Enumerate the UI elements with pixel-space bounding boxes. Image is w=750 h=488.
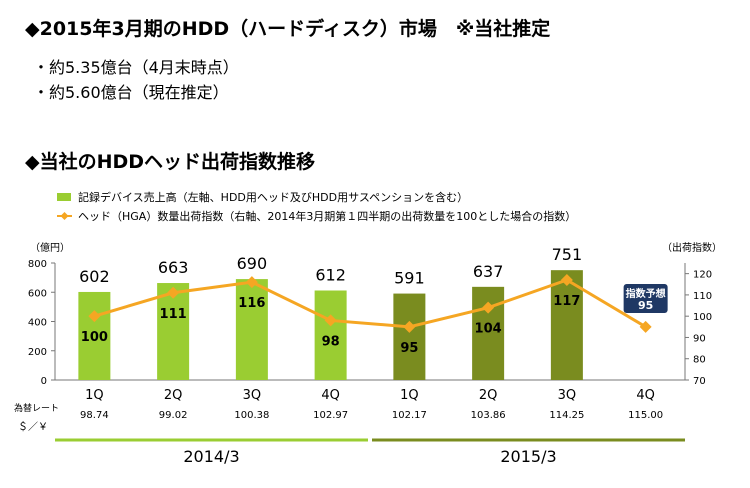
y2-tick-label: 110	[693, 291, 712, 302]
x-tick-label: 2Q	[164, 388, 183, 403]
bullet-item-2: ・約5.60億台（現在推定）	[33, 83, 229, 102]
y2-tick-label: 90	[693, 333, 706, 344]
index-value-label: 98	[322, 334, 340, 349]
y-tick-label: 200	[28, 347, 47, 358]
bar-value-label: 602	[79, 267, 110, 286]
x-tick-label: 3Q	[243, 388, 262, 403]
bullet-item-1: ・約5.35億台（4月末時点）	[33, 58, 239, 77]
index-marker	[88, 310, 101, 323]
fx-label-line1: 為替レート	[14, 402, 59, 414]
fx-value: 102.97	[313, 410, 348, 421]
forecast-callout-label: 指数予想	[626, 287, 666, 300]
y2-tick-label: 120	[693, 270, 712, 281]
index-marker	[403, 320, 416, 333]
index-value-label: 104	[475, 322, 502, 337]
index-marker	[245, 276, 258, 289]
forecast-callout-value: 95	[638, 299, 653, 312]
y-tick-label: 400	[28, 318, 47, 329]
bar	[314, 290, 347, 380]
x-tick-label: 2Q	[479, 388, 498, 403]
bar	[157, 283, 190, 380]
index-line	[93, 278, 647, 329]
period-label: 2015/3	[500, 447, 556, 466]
fx-value: 98.74	[80, 410, 109, 421]
index-value-label: 95	[400, 341, 418, 356]
y-tick-label: 800	[28, 259, 47, 270]
bar-value-label: 663	[158, 258, 189, 277]
legend-bar-label: 記録デバイス売上高（左軸、HDD用ヘッド及びHDD用サスペンションを含む）	[78, 190, 468, 204]
fx-label-line2: ＄／￥	[18, 421, 48, 433]
y-tick-label: 600	[28, 288, 47, 299]
legend-line-label: ヘッド（HGA）数量出荷指数（右軸、2014年3月期第１四半期の出荷数量を100…	[78, 209, 576, 223]
index-value-label: 116	[238, 296, 265, 311]
y-axis-label: （億円）	[30, 241, 70, 254]
bar	[550, 270, 583, 380]
index-marker	[560, 274, 573, 287]
y2-tick-label: 100	[693, 312, 712, 323]
y2-tick-label: 70	[693, 376, 706, 387]
index-marker	[324, 314, 337, 327]
page-title: ◆2015年3月期のHDD（ハードディスク）市場 ※当社推定	[25, 18, 551, 40]
fx-value: 99.02	[159, 410, 188, 421]
index-marker	[639, 320, 652, 333]
index-value-label: 117	[553, 294, 580, 309]
y2-tick-label: 80	[693, 355, 706, 366]
index-value-label: 100	[81, 330, 108, 345]
bar	[235, 279, 268, 380]
forecast-callout-box	[623, 284, 668, 313]
x-tick-label: 3Q	[558, 388, 577, 403]
index-marker	[167, 286, 180, 299]
x-tick-label: 4Q	[321, 388, 340, 403]
y-tick-label: 0	[41, 376, 47, 387]
bar-value-label: 637	[473, 262, 504, 281]
bar-value-label: 591	[394, 269, 425, 288]
section-title: ◆当社のHDDヘッド出荷指数推移	[25, 151, 316, 173]
x-tick-label: 1Q	[400, 388, 419, 403]
bar	[393, 293, 426, 380]
fx-value: 100.38	[234, 410, 269, 421]
fx-value: 115.00	[628, 410, 663, 421]
bar-value-label: 690	[237, 254, 268, 273]
x-tick-label: 4Q	[636, 388, 655, 403]
bar	[78, 291, 111, 380]
legend-bar-swatch	[57, 193, 71, 201]
period-label: 2014/3	[183, 447, 239, 466]
fx-value: 103.86	[471, 410, 506, 421]
bar-value-label: 751	[552, 245, 583, 264]
y2-axis-label: （出荷指数）	[662, 241, 722, 254]
index-marker	[482, 301, 495, 314]
bar-value-label: 612	[315, 265, 346, 284]
x-tick-label: 1Q	[85, 388, 104, 403]
fx-value: 102.17	[392, 410, 427, 421]
index-value-label: 111	[160, 307, 187, 322]
fx-value: 114.25	[549, 410, 584, 421]
legend-line-marker	[60, 212, 69, 220]
